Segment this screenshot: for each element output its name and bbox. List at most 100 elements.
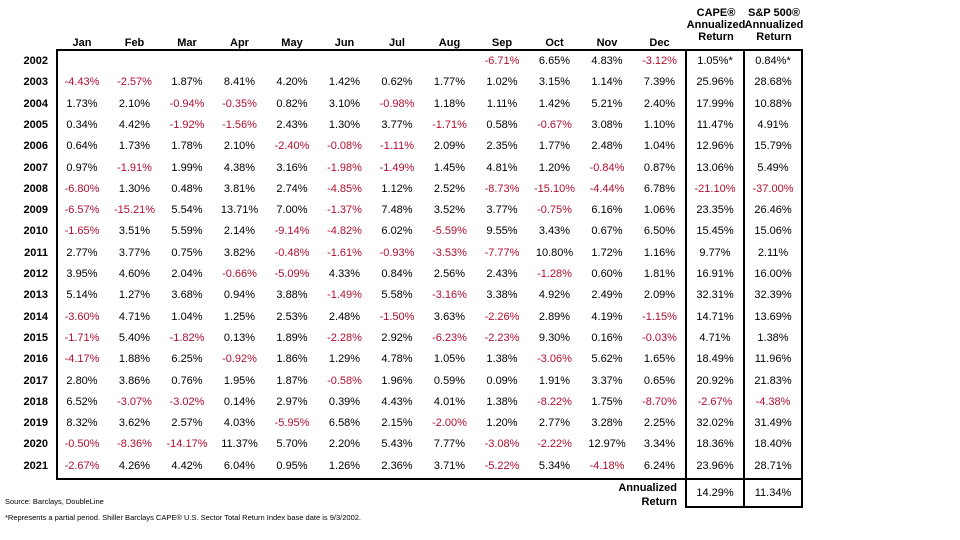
return-cell: 2.89%	[538, 310, 571, 323]
return-cell: 1.45%	[433, 161, 466, 174]
return-cell: 3.15%	[538, 76, 571, 89]
return-cell: -2.22%	[537, 438, 572, 451]
return-cell: -8.22%	[537, 395, 572, 408]
row-year-label: 2011	[24, 246, 48, 259]
return-cell: 1.42%	[538, 97, 571, 110]
sp500-annual-return: 15.06%	[754, 225, 792, 238]
sp500-annual-return: 0.84%*	[755, 55, 791, 67]
sp500-annual-return: 5.49%	[757, 161, 789, 174]
return-cell: 1.86%	[276, 353, 308, 366]
sp500-annual-return: 28.68%	[754, 76, 792, 89]
return-cell: 1.11%	[486, 97, 518, 110]
return-cell: 1.06%	[643, 204, 676, 217]
return-cell: 1.14%	[591, 76, 623, 89]
return-cell: 0.76%	[171, 374, 203, 387]
return-cell: -2.28%	[327, 331, 362, 344]
row-year-label: 2012	[23, 268, 48, 280]
return-cell: 3.77%	[118, 246, 151, 259]
return-cell: -3.16%	[432, 289, 467, 302]
return-cell: -9.14%	[274, 225, 310, 238]
return-cell: 1.20%	[538, 161, 571, 174]
return-cell: 7.77%	[433, 438, 466, 451]
sp500-annual-return: -37.00%	[752, 182, 794, 195]
return-cell: -0.93%	[379, 246, 415, 259]
table-bottom-border	[56, 478, 802, 480]
return-cell: 3.10%	[328, 97, 361, 110]
return-cell: 2.43%	[486, 268, 518, 280]
return-cell: 1.95%	[223, 374, 256, 387]
return-cell: -5.22%	[484, 459, 520, 472]
return-cell: -3.06%	[537, 353, 572, 366]
sp500-header-line: Return	[756, 31, 792, 43]
return-cell: -1.91%	[117, 161, 152, 174]
return-cell: -8.73%	[484, 182, 520, 195]
return-cell: 2.04%	[171, 268, 203, 280]
return-cell: 2.25%	[643, 417, 676, 430]
return-cell: -0.67%	[537, 118, 572, 131]
return-cell: -1.71%	[432, 118, 467, 131]
return-cell: 7.00%	[276, 204, 308, 217]
return-cell: 4.19%	[591, 310, 623, 323]
return-cell: 0.59%	[433, 374, 466, 387]
return-cell: -1.56%	[222, 118, 257, 131]
row-year-label: 2013	[23, 289, 48, 302]
return-cell: 2.09%	[433, 140, 466, 153]
return-cell: 6.02%	[381, 225, 413, 238]
return-cell: 3.71%	[433, 459, 466, 472]
return-cell: -4.44%	[589, 182, 625, 195]
return-cell: -2.23%	[484, 331, 520, 344]
return-cell: 1.42%	[328, 76, 361, 89]
return-cell: -15.21%	[114, 204, 155, 217]
return-cell: 3.43%	[538, 225, 571, 238]
return-cell: 4.20%	[276, 76, 308, 89]
return-cell: 1.10%	[643, 118, 676, 131]
row-year-label: 2019	[23, 417, 48, 430]
return-cell: 4.33%	[328, 268, 361, 280]
cape-annual-return: 11.47%	[696, 118, 734, 131]
return-cell: 1.27%	[118, 289, 151, 302]
return-cell: -0.50%	[64, 438, 100, 451]
return-cell: 4.26%	[118, 459, 151, 472]
return-cell: -8.36%	[117, 438, 152, 451]
return-cell: 1.29%	[328, 353, 361, 366]
return-cell: 2.10%	[118, 97, 151, 110]
column-header-sep: Sep	[491, 37, 513, 49]
return-cell: 1.73%	[118, 140, 151, 153]
cape-annual-return: 20.92%	[696, 374, 734, 387]
sp500-column-right-border	[801, 49, 803, 508]
row-year-label: 2015	[23, 331, 48, 344]
summary-cape-value: 14.29%	[696, 487, 734, 499]
return-cell: 1.91%	[538, 374, 571, 387]
cape-header-line: Return	[698, 31, 734, 43]
return-cell: -4.85%	[327, 182, 362, 195]
summary-sp500-value: 11.34%	[754, 487, 792, 499]
cape-annual-return: 18.36%	[696, 438, 734, 451]
cape-annual-return: 15.45%	[696, 225, 734, 238]
return-cell: 4.38%	[223, 161, 256, 174]
return-cell: 2.56%	[433, 268, 466, 280]
cape-header-line: Annualized	[686, 19, 746, 31]
summary-label-line1: Annualized	[618, 482, 677, 494]
return-cell: 3.77%	[486, 204, 518, 217]
row-year-label: 2021	[23, 459, 48, 472]
sp500-column-left-border	[743, 49, 745, 508]
return-cell: 5.14%	[66, 289, 98, 302]
column-header-feb: Feb	[124, 37, 145, 49]
return-cell: 1.38%	[486, 353, 518, 366]
cape-annual-return: 14.71%	[696, 310, 734, 323]
return-cell: -1.82%	[169, 331, 205, 344]
return-cell: 3.52%	[433, 204, 466, 217]
return-cell: -3.07%	[117, 395, 152, 408]
return-cell: -4.82%	[327, 225, 362, 238]
return-cell: 2.74%	[276, 182, 308, 195]
return-cell: -2.26%	[484, 310, 520, 323]
return-cell: 4.03%	[223, 417, 256, 430]
column-header-cape: CAPE® Annualized Return	[684, 7, 748, 43]
return-cell: -0.75%	[537, 204, 572, 217]
return-cell: 6.24%	[643, 459, 676, 472]
row-year-label: 2014	[23, 310, 48, 323]
return-cell: 1.05%	[433, 353, 466, 366]
return-cell: 3.28%	[591, 417, 623, 430]
return-cell: -0.08%	[327, 140, 362, 153]
cape-annual-return: 32.02%	[696, 417, 734, 430]
